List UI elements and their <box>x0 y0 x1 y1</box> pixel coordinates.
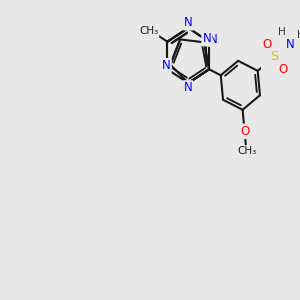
Text: O: O <box>262 38 271 51</box>
Text: O: O <box>240 125 249 138</box>
Text: H: H <box>278 27 286 37</box>
Text: O: O <box>278 63 287 76</box>
Text: N: N <box>208 33 217 46</box>
Text: CH₃: CH₃ <box>139 26 158 37</box>
Text: H: H <box>297 30 300 40</box>
Text: N: N <box>286 38 294 50</box>
Text: N: N <box>183 81 192 94</box>
Text: S: S <box>270 50 279 63</box>
Text: N: N <box>202 32 211 45</box>
Text: N: N <box>184 16 193 29</box>
Text: CH₃: CH₃ <box>237 146 256 156</box>
Text: N: N <box>162 59 171 72</box>
